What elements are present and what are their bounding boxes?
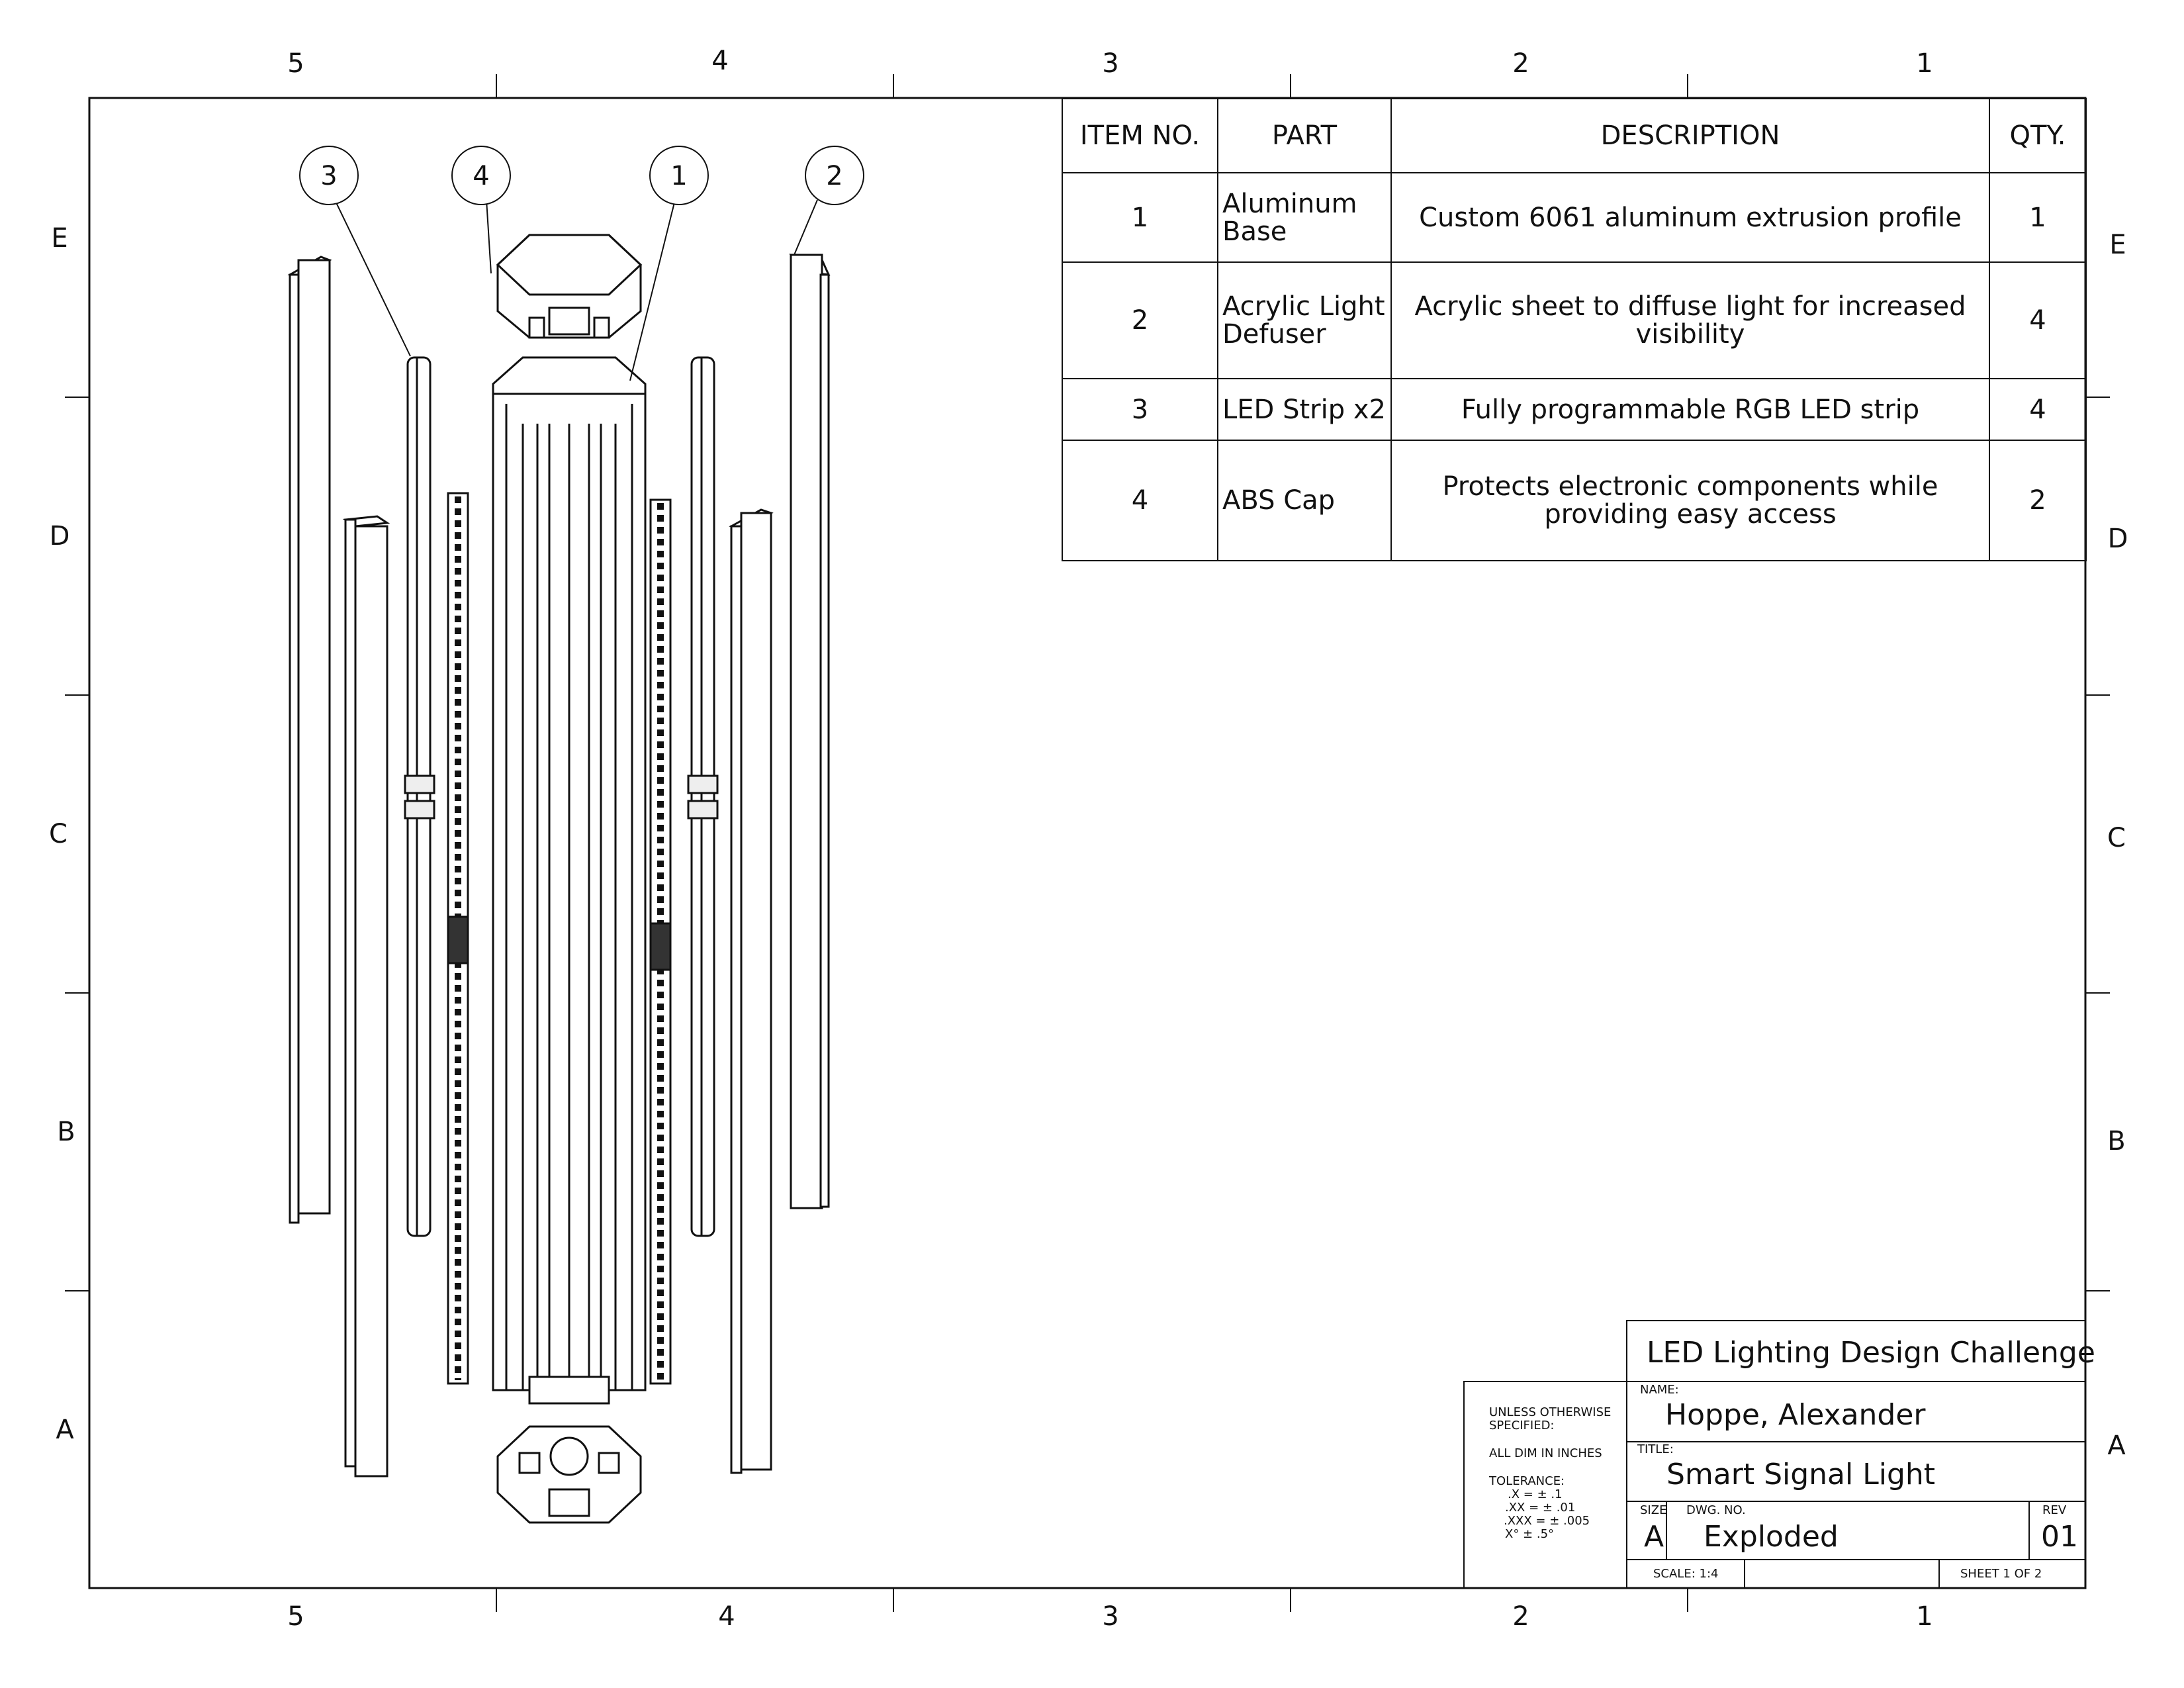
acrylic-defuser-left-back (287, 256, 332, 1224)
exploded-view (287, 234, 831, 1524)
bom-header-qty: QTY. (1989, 98, 2087, 173)
zone-col-top-3: 3 (1102, 48, 1119, 79)
zone-row-left-C: C (49, 819, 68, 849)
bom-qty: 4 (1989, 378, 2087, 441)
balloon-label-2: 2 (826, 161, 842, 191)
zone-col-bottom-3: 3 (1102, 1601, 1119, 1632)
bom-part-name: LED Strip x2 (1217, 378, 1392, 441)
bom-part-name: Aluminum Base (1217, 172, 1392, 263)
bom-part-name: Acrylic Light Defuser (1217, 261, 1392, 379)
bom-item-number: 4 (1062, 440, 1218, 561)
led-strip-holder-right (687, 356, 719, 1237)
bom-description: Protects electronic components while prov… (1390, 440, 1990, 561)
bom-description: Fully programmable RGB LED strip (1390, 378, 1990, 441)
bom-item-number: 2 (1062, 261, 1218, 379)
acrylic-defuser-right-back (789, 254, 831, 1209)
balloon-label-4: 4 (473, 161, 489, 191)
bom-header-item: ITEM NO. (1062, 98, 1218, 173)
zone-col-bottom-5: 5 (287, 1601, 304, 1632)
zone-row-left-E: E (51, 223, 68, 254)
bom-qty: 1 (1989, 172, 2087, 263)
table-row: 4 ABS Cap Protects electronic components… (1062, 440, 2087, 561)
bom-header-part: PART (1217, 98, 1392, 173)
zone-col-top-4: 4 (711, 46, 729, 76)
leader-1 (629, 199, 676, 381)
bom-header-row: ITEM NO. PART DESCRIPTION QTY. (1062, 98, 2087, 173)
acrylic-defuser-left-front (342, 515, 390, 1477)
zone-row-right-C: C (2107, 823, 2126, 853)
bom-item-number: 1 (1062, 172, 1218, 263)
zone-row-right-D: D (2107, 524, 2128, 554)
leader-3 (334, 198, 411, 357)
table-row: 2 Acrylic Light Defuser Acrylic sheet to … (1062, 261, 2087, 379)
zone-ticks (65, 74, 2110, 1612)
bom-item-number: 3 (1062, 378, 1218, 441)
zone-col-bottom-4: 4 (718, 1601, 735, 1632)
abs-cap-top (496, 234, 643, 339)
led-strip-left (447, 492, 469, 1385)
balloon-3 (299, 146, 359, 205)
balloon-label-1: 1 (670, 161, 687, 191)
abs-cap-bottom (496, 1425, 642, 1524)
aluminum-extrusion (492, 356, 647, 1405)
leader-2 (794, 199, 818, 256)
bom-header-description: DESCRIPTION (1390, 98, 1990, 173)
zone-row-right-E: E (2109, 230, 2126, 260)
zone-col-top-5: 5 (287, 48, 304, 79)
zone-col-bottom-2: 2 (1512, 1601, 1529, 1632)
led-strip-holder-left (404, 356, 435, 1237)
zone-col-top-2: 2 (1512, 48, 1529, 79)
title-block-lines (1463, 1320, 2086, 1589)
zone-col-bottom-1: 1 (1916, 1601, 1933, 1632)
balloon-4 (451, 146, 511, 205)
zone-row-left-B: B (57, 1117, 75, 1147)
bom-qty: 2 (1989, 440, 2087, 561)
drawing-border (88, 97, 2087, 1589)
bill-of-materials-table: ITEM NO. PART DESCRIPTION QTY. 1 Aluminu… (1062, 98, 2087, 561)
table-row: 3 LED Strip x2 Fully programmable RGB LE… (1062, 378, 2087, 441)
zone-row-left-D: D (49, 521, 70, 551)
zone-row-right-B: B (2107, 1126, 2126, 1156)
led-strip-right (649, 498, 672, 1385)
balloon-1 (649, 146, 709, 205)
bom-description: Custom 6061 aluminum extrusion profile (1390, 172, 1990, 263)
balloons (299, 146, 864, 381)
bom-qty: 4 (1989, 261, 2087, 379)
balloon-2 (805, 146, 864, 205)
zone-row-left-A: A (56, 1415, 74, 1445)
zone-row-right-A: A (2107, 1430, 2126, 1461)
leader-4 (486, 199, 492, 274)
balloon-label-3: 3 (320, 161, 337, 191)
bom-description: Acrylic sheet to diffuse light for incre… (1390, 261, 1990, 379)
zone-col-top-1: 1 (1916, 48, 1933, 79)
table-row: 1 Aluminum Base Custom 6061 aluminum extr… (1062, 172, 2087, 263)
acrylic-defuser-right-front (729, 508, 774, 1474)
bom-part-name: ABS Cap (1217, 440, 1392, 561)
